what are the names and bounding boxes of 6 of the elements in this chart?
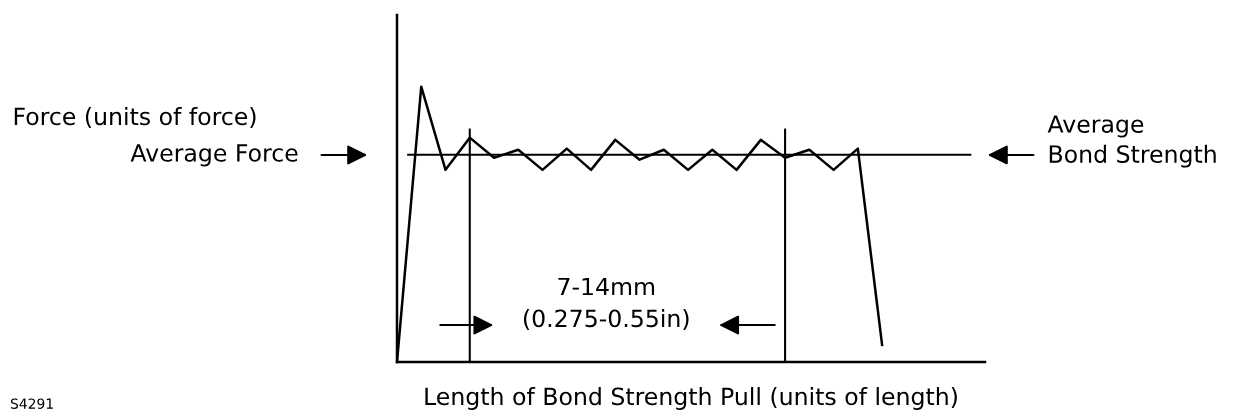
text: Average Force — [130, 144, 298, 167]
text: Force (units of force) — [14, 107, 256, 129]
annotation: 7-14mm (0.275-0.55in) — [523, 277, 689, 331]
text: S4291 — [10, 398, 53, 409]
x-axis-title: Length of Bond Strength Pull (units of length) — [425, 387, 957, 410]
ref-line-label: Average Bond Strength — [1047, 115, 1216, 168]
